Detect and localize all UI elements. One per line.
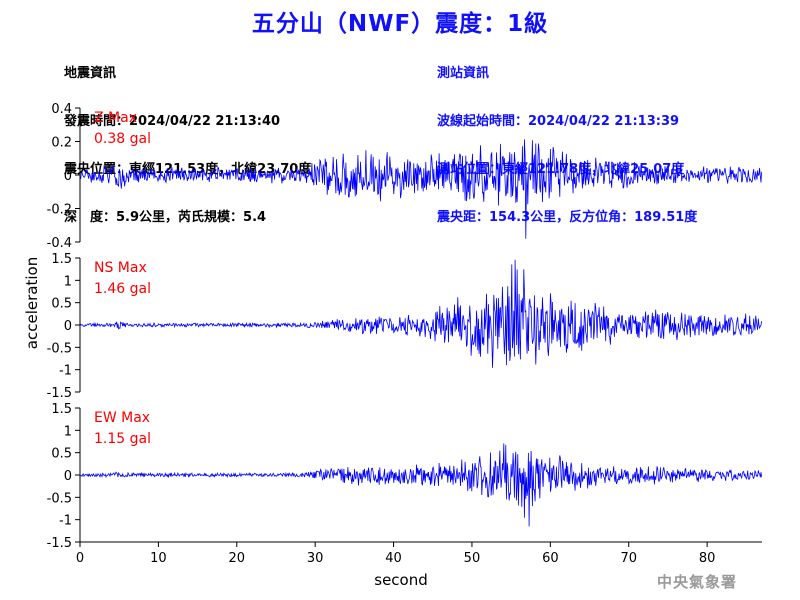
x-tick-label: 60 — [542, 551, 559, 566]
y-tick-label-ns: -0.5 — [47, 341, 72, 356]
y-tick-label-ns: 1 — [64, 274, 72, 289]
cwa-watermark: 中央氣象署 — [657, 573, 738, 591]
distance-azimuth: 震央距：154.3公里，反方位角：189.51度 — [437, 210, 698, 225]
x-axis-label: second — [374, 571, 428, 589]
max-value-ns: 1.46 gal — [94, 281, 151, 297]
y-tick-label-ew: 1 — [64, 424, 72, 439]
y-tick-label-ew: -1.5 — [47, 536, 72, 551]
y-tick-label-ew: 1.5 — [51, 402, 72, 417]
x-tick-label: 10 — [150, 551, 167, 566]
y-tick-label-ns: 0.5 — [51, 297, 72, 312]
waveform-z — [79, 139, 762, 239]
y-axis-label: acceleration — [23, 257, 41, 349]
y-tick-label-ew: -0.5 — [47, 491, 72, 506]
x-tick-label: 20 — [229, 551, 246, 566]
station-info-heading: 測站資訊 — [437, 66, 490, 81]
x-tick-label: 70 — [620, 551, 637, 566]
y-tick-label-ns: -1 — [59, 364, 72, 379]
y-tick-label-z: 0 — [64, 169, 72, 184]
quake-info-heading: 地震資訊 — [64, 66, 117, 81]
waveform-ew — [79, 443, 762, 527]
y-tick-label-z: 0.4 — [51, 102, 72, 117]
max-value-z: 0.38 gal — [94, 131, 151, 147]
quake-info-block: 地震資訊 發震時間：2024/04/22 21:13:40 震央位置：東經121… — [64, 34, 311, 242]
y-tick-label-ns: 1.5 — [51, 252, 72, 267]
y-tick-label-ew: 0 — [64, 469, 72, 484]
max-label-ns: NS Max — [94, 260, 147, 276]
y-tick-label-ew: 0.5 — [51, 447, 72, 462]
y-tick-label-z: 0.2 — [51, 136, 72, 151]
y-tick-label-ns: 0 — [64, 319, 72, 334]
origin-time: 發震時間：2024/04/22 21:13:40 — [64, 114, 281, 129]
y-tick-label-z: -0.2 — [47, 203, 72, 218]
y-tick-label-ew: -1 — [59, 514, 72, 529]
chart-title: 五分山（NWF）震度：1級 — [251, 11, 549, 37]
x-tick-label: 30 — [307, 551, 324, 566]
x-tick-label: 50 — [464, 551, 481, 566]
x-tick-label: 0 — [76, 551, 84, 566]
x-tick-label: 80 — [699, 551, 716, 566]
max-value-ew: 1.15 gal — [94, 431, 151, 447]
y-tick-label-z: -0.4 — [47, 236, 72, 251]
max-label-ew: EW Max — [94, 410, 150, 426]
waveform-ns — [79, 259, 762, 368]
wave-start-time: 波線起始時間：2024/04/22 21:13:39 — [437, 114, 680, 129]
x-tick-label: 40 — [385, 551, 402, 566]
y-tick-label-ns: -1.5 — [47, 386, 72, 401]
depth-magnitude: 深 度：5.9公里，芮氏規模：5.4 — [64, 210, 267, 225]
max-label-z: Z Max — [94, 110, 137, 126]
